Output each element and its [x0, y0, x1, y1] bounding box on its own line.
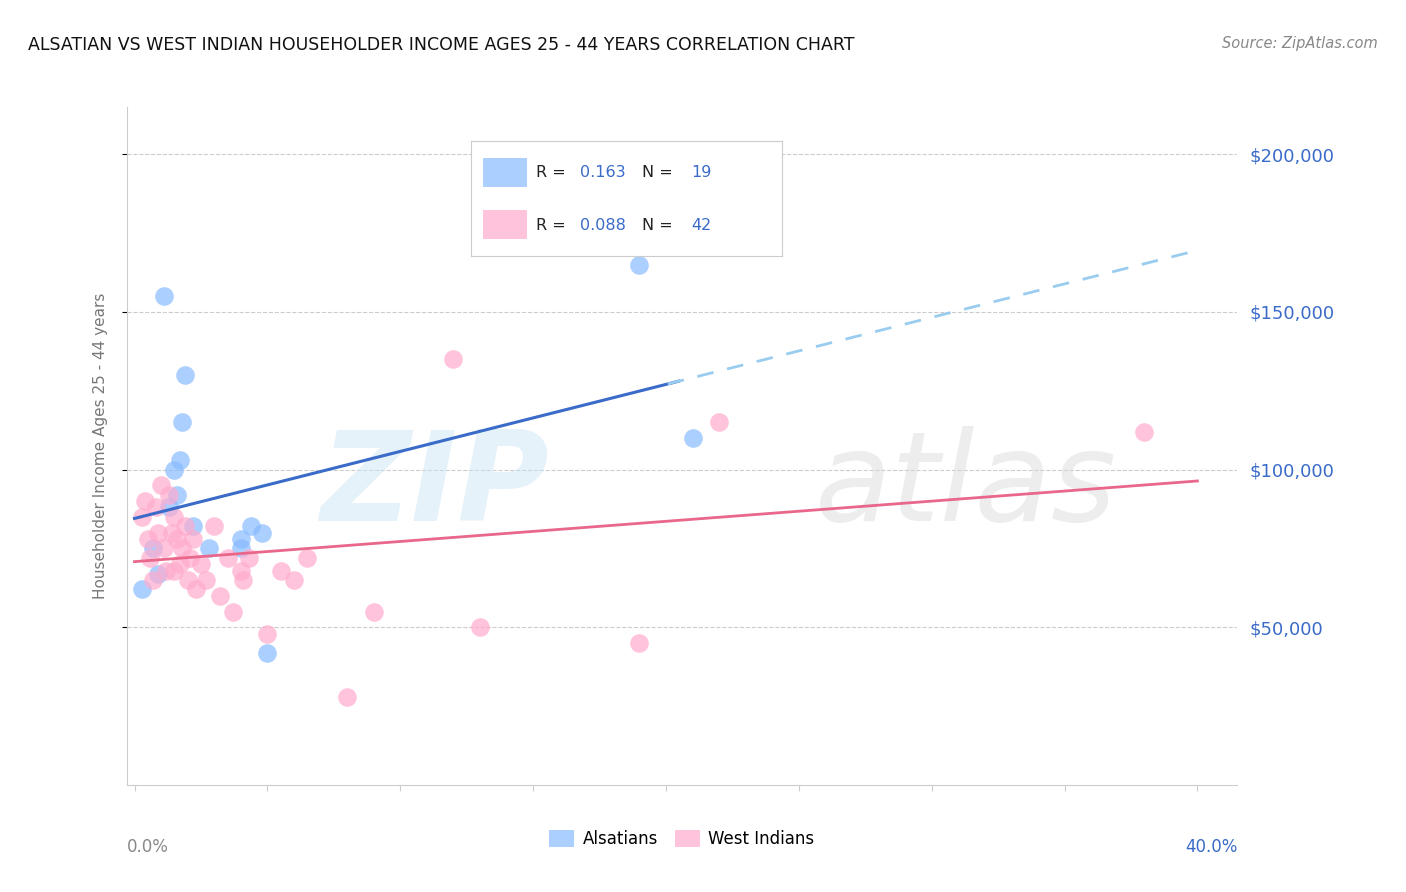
Text: ALSATIAN VS WEST INDIAN HOUSEHOLDER INCOME AGES 25 - 44 YEARS CORRELATION CHART: ALSATIAN VS WEST INDIAN HOUSEHOLDER INCO…: [28, 36, 855, 54]
Point: [134, 494, 156, 508]
Point: [148, 525, 170, 540]
Point: [169, 558, 191, 572]
Point: [222, 605, 245, 619]
Point: [229, 541, 252, 556]
Point: [256, 646, 278, 660]
Point: [208, 589, 231, 603]
Text: ZIP: ZIP: [321, 426, 548, 547]
Point: [152, 289, 174, 303]
Point: [628, 636, 651, 650]
Point: [184, 582, 207, 597]
Point: [181, 519, 204, 533]
Point: [468, 620, 491, 634]
Point: [250, 525, 273, 540]
Legend: Alsatians, West Indians: Alsatians, West Indians: [543, 823, 821, 855]
Point: [297, 550, 319, 565]
Point: [240, 519, 263, 533]
Point: [163, 510, 186, 524]
Point: [363, 605, 385, 619]
Point: [142, 541, 165, 556]
Point: [150, 478, 173, 492]
Point: [174, 519, 197, 533]
Point: [682, 431, 704, 445]
Point: [155, 564, 177, 578]
Point: [270, 564, 292, 578]
Point: [229, 564, 252, 578]
Point: [136, 532, 159, 546]
Point: [157, 500, 180, 515]
Point: [160, 525, 183, 540]
Point: [179, 550, 201, 565]
Point: [628, 258, 651, 272]
Point: [163, 564, 186, 578]
Text: Source: ZipAtlas.com: Source: ZipAtlas.com: [1222, 36, 1378, 51]
Point: [198, 541, 221, 556]
Point: [145, 500, 167, 515]
Point: [1133, 425, 1156, 439]
Point: [131, 510, 153, 524]
Point: [163, 463, 186, 477]
Point: [148, 566, 170, 581]
Text: atlas: atlas: [815, 426, 1118, 547]
Point: [195, 573, 218, 587]
Point: [172, 415, 194, 429]
Text: 0.0%: 0.0%: [127, 838, 169, 856]
Point: [131, 582, 153, 597]
Point: [190, 558, 212, 572]
Point: [441, 352, 464, 367]
Point: [707, 415, 730, 429]
Point: [169, 453, 191, 467]
Point: [336, 690, 359, 704]
Point: [174, 368, 197, 382]
Point: [139, 550, 162, 565]
Point: [256, 626, 278, 640]
Point: [142, 573, 165, 587]
Point: [229, 532, 252, 546]
Point: [152, 541, 174, 556]
Point: [283, 573, 305, 587]
Point: [157, 488, 180, 502]
Point: [238, 550, 260, 565]
Point: [181, 532, 204, 546]
Y-axis label: Householder Income Ages 25 - 44 years: Householder Income Ages 25 - 44 years: [93, 293, 108, 599]
Point: [166, 488, 188, 502]
Point: [217, 550, 239, 565]
Point: [176, 573, 198, 587]
Point: [166, 532, 188, 546]
Text: 40.0%: 40.0%: [1185, 838, 1237, 856]
Point: [232, 573, 254, 587]
Point: [172, 541, 194, 556]
Point: [202, 519, 225, 533]
